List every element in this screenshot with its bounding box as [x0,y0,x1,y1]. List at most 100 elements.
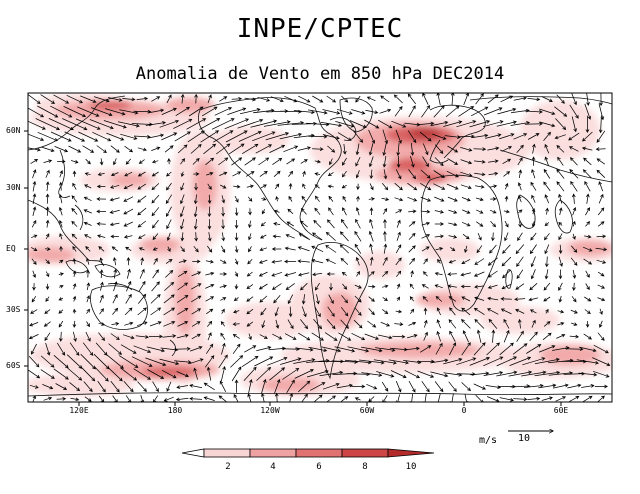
wind-vector-306 [96,184,106,189]
wind-vector-244 [422,156,429,168]
colorbar-segment-4 [341,448,389,458]
wind-vector-1020 [448,381,457,392]
wind-vector-744 [206,308,214,315]
wind-vector-939 [509,356,532,366]
wind-vector-567 [140,257,144,266]
wind-vector-950 [81,366,96,382]
wind-vector-215 [30,159,39,164]
wind-vector-917 [218,354,228,369]
wind-vector-933 [430,358,449,364]
wind-vector-626 [356,270,361,277]
wind-vector-843 [378,334,393,340]
wind-vector-888 [404,346,420,351]
wind-vector-749 [274,307,279,317]
wind-vector-936 [469,356,491,366]
wind-vector-994 [97,380,106,393]
wind-vector-286 [408,169,416,180]
wind-vector-723 [500,297,512,301]
wind-vector-813 [557,322,565,326]
wind-vector-101 [224,118,250,130]
wind-vector-152 [337,132,352,141]
wind-vector-907 [80,353,96,370]
wind-vector-955 [147,369,165,379]
wind-vector-201 [422,143,429,156]
wind-vector-1014 [366,383,378,390]
wind-vector-967 [306,369,329,378]
wind-vector-218 [70,159,79,164]
wind-vector-174 [54,146,69,153]
chart-subtitle: Anomalia de Vento em 850 hPa DEC2014 [135,64,505,84]
wind-vector-110 [349,120,367,129]
wind-vector-252 [531,156,536,166]
wind-vector-619 [258,271,268,277]
wind-vector-489 [248,233,252,241]
wind-vector-303 [59,181,63,191]
wind-vector-4 [80,95,97,103]
wind-vector-241 [382,156,387,168]
wind-vector-296 [543,168,551,179]
colorbar [181,448,435,458]
wind-vector-86 [28,120,46,130]
wind-vector-656 [177,282,189,291]
wind-vector-498 [368,230,374,242]
wind-vector-595 [516,256,524,267]
wind-vector-705 [259,295,268,303]
wind-vector-34 [487,94,499,104]
wind-vector-301 [32,180,37,192]
wind-vector-718 [435,295,443,302]
wind-vector-352 [137,195,147,203]
wind-vector-419 [462,209,471,214]
wind-vector-333 [460,184,472,190]
wind-vector-88 [48,118,74,131]
wind-vector-569 [165,258,173,264]
wind-vector-92 [103,120,127,129]
wind-vector-765 [487,308,499,315]
wind-vector-1034 [56,397,67,401]
wind-vector-339 [543,181,551,192]
wind-vector-662 [258,283,268,290]
wind-vector-214 [595,147,606,151]
wind-vector-469 [558,221,563,226]
wind-vector-387 [32,206,37,216]
wind-vector-573 [219,259,227,264]
wind-vector-143 [213,130,234,143]
wind-vector-482 [152,233,159,241]
wind-vector-382 [544,194,550,204]
wind-vector-235 [300,159,308,164]
wind-vector-584 [369,256,374,266]
wind-vector-873 [205,343,214,354]
wind-vector-802 [408,321,417,326]
lat-label-60n: 60N [6,126,21,135]
wind-vector-938 [496,356,518,367]
wind-vector-844 [392,334,406,339]
wind-vector-309 [137,183,147,190]
wind-vector-682 [529,283,538,291]
wind-vector-248 [474,159,486,164]
wind-vector-1008 [286,379,295,393]
wind-vector-91 [89,119,114,130]
wind-vector-889 [420,345,432,353]
wind-vector-2 [53,94,70,104]
wind-vector-715 [396,296,400,301]
wind-vector-14 [219,96,228,102]
wind-vector-115 [417,121,435,126]
wind-vector-221 [113,158,117,166]
wind-vector-142 [200,130,220,143]
wind-vector-267 [151,171,159,177]
wind-vector-583 [355,256,360,266]
wind-vector-900 [565,347,584,352]
wind-vector-58 [227,107,247,115]
wind-vector-464 [490,221,497,228]
wind-vector-770 [557,309,565,314]
wind-vector-431 [45,219,50,228]
wind-vector-531 [234,245,239,253]
wind-vector-203 [447,145,459,153]
wind-vector-390 [71,207,78,215]
wind-vector-586 [395,257,402,266]
wind-vector-347 [71,195,78,203]
wind-vector-104 [263,120,291,127]
wind-vector-1032 [32,395,36,402]
wind-vector-1011 [322,382,340,390]
wind-vector-103 [250,119,278,128]
wind-vector-898 [539,345,556,353]
